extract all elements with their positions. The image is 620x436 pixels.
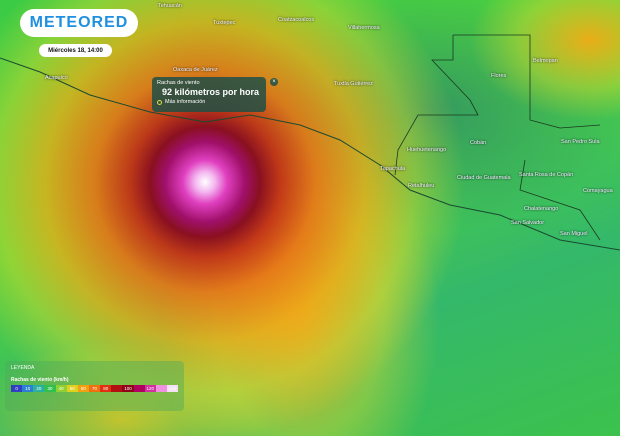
legend-stop: 40 — [55, 385, 67, 392]
info-circle-icon — [157, 99, 162, 105]
city-label: Oaxaca de Juárez — [173, 67, 218, 73]
city-label: Acapulco — [45, 75, 68, 81]
legend-stop: 100 — [122, 385, 134, 392]
city-label: Retalhuleu — [408, 183, 435, 189]
legend-stop: 140 — [166, 385, 179, 392]
legend-stop: 20 — [33, 385, 45, 392]
city-label: Comayagua — [583, 188, 613, 194]
legend-title: LEYENDA — [11, 365, 35, 371]
legend: LEYENDA Rachas de viento (km/h) 0 10 20 30 4… — [5, 361, 184, 411]
city-label: Chalatenango — [524, 206, 559, 212]
color-scale: 0 10 20 30 40 50 60 70 80 100 120 140 — [11, 385, 179, 392]
legend-stop: 50 — [66, 385, 78, 392]
legend-stop: 70 — [88, 385, 101, 392]
city-label: Cobán — [470, 140, 487, 146]
legend-stop: 60 — [77, 385, 89, 392]
coastline — [0, 57, 620, 251]
city-label: Coatzacoalcos — [278, 17, 315, 23]
city-label: Huehuetenango — [407, 147, 447, 153]
city-label: Flores — [491, 73, 507, 79]
legend-stop: 120 — [144, 385, 156, 392]
date-time-selector[interactable]: Miércoles 18, 14:00 — [39, 44, 112, 57]
popup-value: 92 kilómetros por hora — [162, 87, 260, 97]
more-info-link[interactable]: Más información — [157, 99, 261, 105]
legend-stop: 10 — [22, 385, 34, 392]
legend-stop — [155, 385, 167, 392]
city-label: Santa Rosa de Copán — [519, 172, 574, 178]
city-label: Tuxtla Gutiérrez — [334, 81, 373, 87]
city-label: Belmopan — [533, 58, 558, 64]
city-label: Villahermosa — [348, 25, 380, 31]
popup-title: Rachas de viento — [157, 80, 200, 86]
city-label: Tehuacán — [158, 3, 182, 9]
country-borders — [394, 34, 601, 241]
close-icon[interactable]: × — [270, 78, 278, 86]
city-label: San Miguel — [560, 231, 588, 237]
city-label: Tapachula — [380, 166, 406, 172]
legend-subtitle: Rachas de viento (km/h) — [11, 377, 69, 383]
legend-stop — [111, 385, 123, 392]
city-label: Tuxtepec — [213, 20, 236, 26]
city-label: Ciudad de Guatemala — [457, 175, 511, 181]
wind-gust-popup: Rachas de viento 92 kilómetros por hora … — [152, 77, 266, 112]
city-label: San Salvador — [511, 220, 545, 226]
city-label: San Pedro Sula — [561, 139, 600, 145]
legend-stop: 80 — [100, 385, 112, 392]
legend-stop: 30 — [44, 385, 56, 392]
legend-stop — [133, 385, 145, 392]
meteored-logo[interactable]: METEORED — [20, 9, 138, 37]
legend-stop: 0 — [11, 385, 23, 392]
